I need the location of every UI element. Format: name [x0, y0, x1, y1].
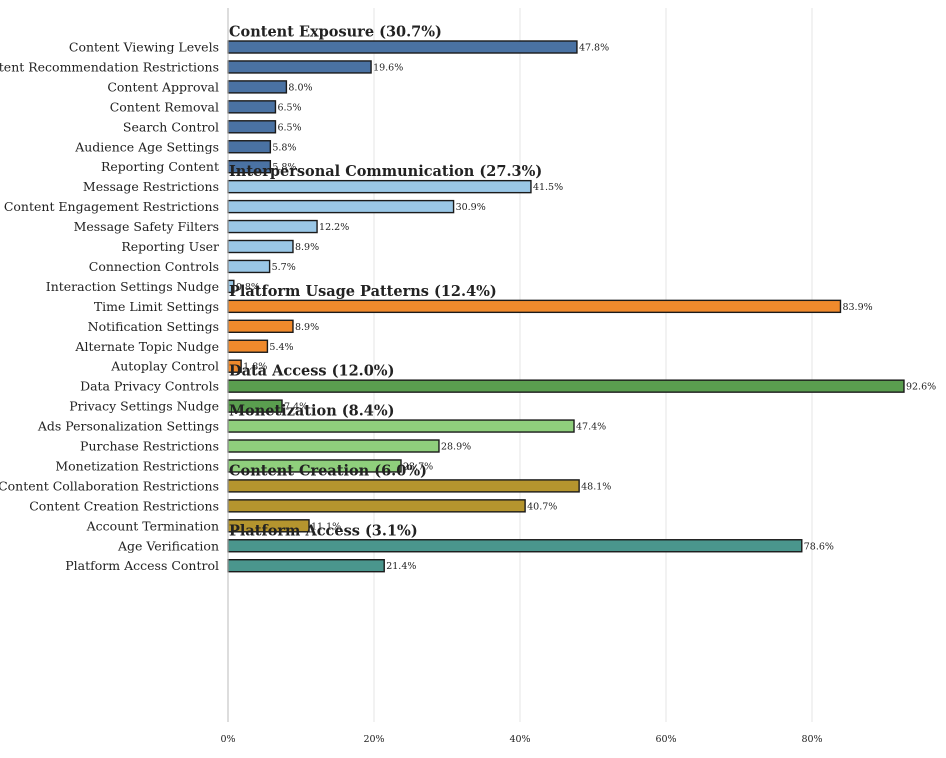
- category-label-content-creation-restrictions: Content Creation Restrictions: [29, 498, 219, 513]
- category-label-time-limit-settings: Time Limit Settings: [94, 299, 219, 314]
- category-label-content-engagement-restrictions: Content Engagement Restrictions: [4, 199, 219, 214]
- category-label-audience-age-settings: Audience Age Settings: [74, 139, 219, 154]
- x-tick-label: 80%: [801, 734, 822, 745]
- value-label-data-privacy-controls: 92.6%: [906, 382, 936, 393]
- category-label-content-recommendation-restrictions: Content Recommendation Restrictions: [0, 59, 219, 74]
- group-title-monetization: Monetization (8.4%): [229, 403, 395, 420]
- group-title-platform-usage-patterns: Platform Usage Patterns (12.4%): [229, 283, 497, 300]
- value-label-autoplay-control: 1.8%: [243, 362, 267, 373]
- category-label-content-viewing-levels: Content Viewing Levels: [69, 40, 219, 55]
- x-axis: 0% 20% 40% 60% 80%: [220, 8, 823, 745]
- category-label-ads-personalization-settings: Ads Personalization Settings: [37, 419, 219, 434]
- bar-audience-age-settings: [227, 140, 272, 154]
- category-label-content-approval: Content Approval: [107, 79, 219, 94]
- value-label-alternate-topic-nudge: 5.4%: [269, 342, 293, 353]
- value-label-connection-controls: 5.7%: [272, 262, 296, 273]
- bar-search-control: [227, 120, 277, 134]
- value-label-content-viewing-levels: 47.8%: [579, 43, 609, 54]
- bar-content-removal: [227, 100, 277, 114]
- group-title-content-exposure: Content Exposure (30.7%): [229, 24, 442, 41]
- labels-layer: Content Exposure (30.7%) Content Viewing …: [0, 24, 936, 574]
- value-label-notification-settings: 8.9%: [295, 322, 319, 333]
- bar-data-privacy-controls: [227, 379, 905, 393]
- x-tick-label: 40%: [509, 734, 530, 745]
- value-label-message-safety-filters: 12.2%: [319, 222, 349, 233]
- category-label-autoplay-control: Autoplay Control: [110, 359, 219, 374]
- x-tick-label: 20%: [363, 734, 384, 745]
- bar-time-limit-settings: [227, 299, 842, 314]
- category-label-message-restrictions: Message Restrictions: [83, 179, 219, 194]
- bar-notification-settings: [227, 319, 294, 333]
- bar-reporting-user: [227, 239, 294, 254]
- value-label-purchase-restrictions: 28.9%: [441, 442, 471, 453]
- bars-layer: [227, 40, 905, 573]
- value-label-content-approval: 8.0%: [288, 82, 312, 93]
- value-label-content-collaboration-restrictions: 48.1%: [581, 481, 611, 492]
- value-label-content-engagement-restrictions: 30.9%: [456, 202, 486, 213]
- value-label-reporting-content: 5.8%: [272, 162, 296, 173]
- group-title-platform-access: Platform Access (3.1%): [229, 522, 418, 539]
- category-label-reporting-content: Reporting Content: [101, 159, 219, 174]
- bar-message-restrictions: [227, 179, 532, 194]
- grid-layer: [373, 8, 813, 722]
- x-tick-label: 60%: [655, 734, 676, 745]
- bar-purchase-restrictions: [227, 439, 440, 453]
- bar-age-verification: [227, 539, 803, 553]
- category-label-account-termination: Account Termination: [86, 518, 219, 533]
- category-label-notification-settings: Notification Settings: [88, 319, 219, 334]
- value-label-ads-personalization-settings: 47.4%: [576, 422, 606, 433]
- bar-message-safety-filters: [227, 219, 318, 234]
- bar-content-collaboration-restrictions: [227, 479, 580, 493]
- category-label-alternate-topic-nudge: Alternate Topic Nudge: [74, 339, 219, 354]
- category-label-connection-controls: Connection Controls: [89, 259, 219, 274]
- value-label-content-recommendation-restrictions: 19.6%: [373, 62, 403, 73]
- value-label-monetization-restrictions: 23.7%: [403, 461, 433, 472]
- category-label-platform-access-control: Platform Access Control: [65, 558, 219, 573]
- category-label-reporting-user: Reporting User: [121, 239, 219, 254]
- bar-content-viewing-levels: [227, 40, 578, 54]
- category-label-data-privacy-controls: Data Privacy Controls: [80, 379, 219, 394]
- category-label-age-verification: Age Verification: [117, 538, 219, 553]
- category-label-content-collaboration-restrictions: Content Collaboration Restrictions: [0, 478, 219, 493]
- value-label-reporting-user: 8.9%: [295, 242, 319, 253]
- bar-ads-personalization-settings: [227, 419, 575, 433]
- bar-content-recommendation-restrictions: [227, 60, 372, 74]
- category-label-privacy-settings-nudge: Privacy Settings Nudge: [69, 399, 219, 414]
- value-label-privacy-settings-nudge: 7.4%: [284, 402, 308, 413]
- category-label-monetization-restrictions: Monetization Restrictions: [55, 458, 219, 473]
- value-label-time-limit-settings: 83.9%: [842, 302, 872, 313]
- value-label-account-termination: 11.1%: [311, 521, 341, 532]
- bar-content-approval: [227, 80, 288, 94]
- bar-content-engagement-restrictions: [227, 199, 455, 214]
- value-label-audience-age-settings: 5.8%: [272, 142, 296, 153]
- value-label-platform-access-control: 21.4%: [386, 561, 416, 572]
- value-label-age-verification: 78.6%: [804, 541, 834, 552]
- category-label-search-control: Search Control: [123, 119, 219, 134]
- group-title-interpersonal-communication: Interpersonal Communication (27.3%): [229, 163, 542, 180]
- bar-connection-controls: [227, 259, 271, 274]
- value-label-content-creation-restrictions: 40.7%: [527, 501, 557, 512]
- category-label-content-removal: Content Removal: [110, 99, 219, 114]
- value-label-content-removal: 6.5%: [277, 102, 301, 113]
- group-title-content-creation: Content Creation (6.0%): [229, 462, 427, 479]
- bar-content-creation-restrictions: [227, 499, 526, 513]
- category-label-message-safety-filters: Message Safety Filters: [74, 219, 219, 234]
- value-label-interaction-settings-nudge: 0.8%: [236, 282, 260, 293]
- bar-alternate-topic-nudge: [227, 339, 269, 353]
- x-tick-label: 0%: [220, 734, 235, 745]
- category-label-interaction-settings-nudge: Interaction Settings Nudge: [46, 279, 219, 294]
- value-label-search-control: 6.5%: [277, 122, 301, 133]
- category-label-purchase-restrictions: Purchase Restrictions: [80, 439, 219, 454]
- group-title-data-access: Data Access (12.0%): [229, 363, 394, 380]
- bar-platform-access-control: [227, 559, 385, 573]
- value-label-message-restrictions: 41.5%: [533, 182, 563, 193]
